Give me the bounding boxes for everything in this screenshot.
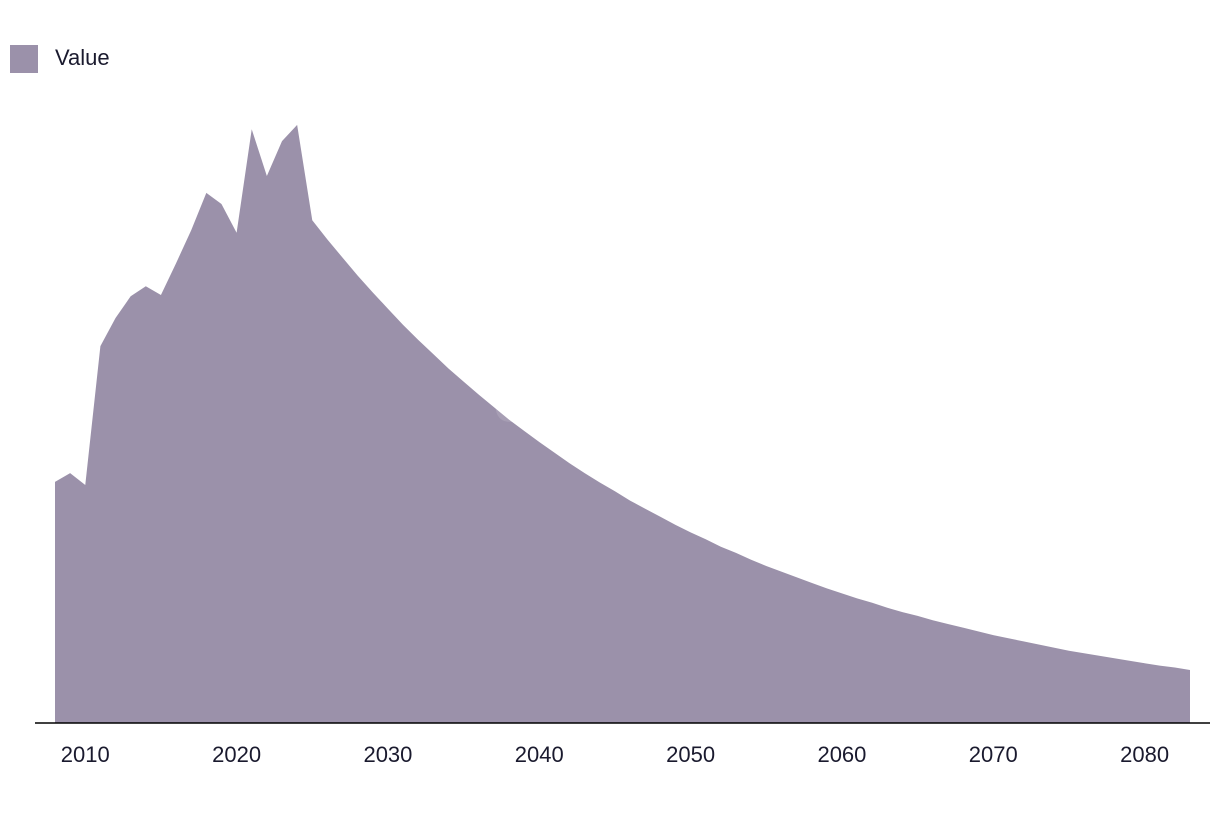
x-tick-label: 2040: [515, 742, 564, 767]
x-tick-label: 2060: [817, 742, 866, 767]
x-tick-label: 2020: [212, 742, 261, 767]
x-tick-label: 2070: [969, 742, 1018, 767]
watermark: GlobalData: [494, 383, 727, 432]
x-tick-label: 2080: [1120, 742, 1169, 767]
x-tick-label: 2030: [363, 742, 412, 767]
legend-label: Value: [55, 45, 110, 70]
x-tick-label: 2050: [666, 742, 715, 767]
legend-swatch: [10, 45, 38, 73]
area: [55, 124, 1190, 724]
x-tick-label: 2010: [61, 742, 110, 767]
